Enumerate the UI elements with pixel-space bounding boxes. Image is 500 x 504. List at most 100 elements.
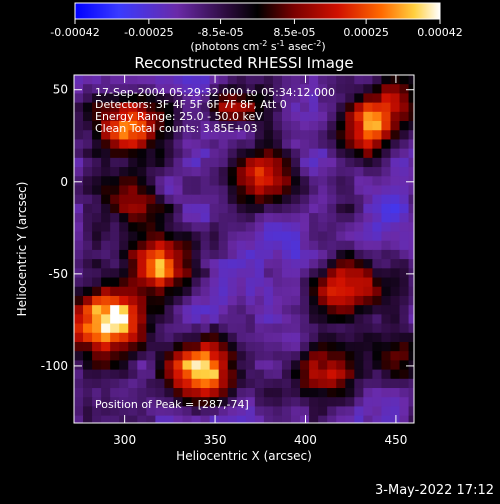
heatmap-cell <box>399 111 410 122</box>
heatmap-cell <box>245 185 256 196</box>
heatmap-cell <box>209 194 220 205</box>
heatmap-cell <box>254 351 265 361</box>
heatmap-cell <box>254 369 265 380</box>
heatmap-cell <box>191 231 202 242</box>
heatmap-cell <box>381 203 392 214</box>
heatmap-cell <box>300 351 310 361</box>
heatmap-cell <box>128 111 138 122</box>
heatmap-cell <box>236 130 247 141</box>
heatmap-cell <box>399 213 410 223</box>
heatmap-cell <box>74 167 84 177</box>
heatmap-cell <box>101 268 111 279</box>
heatmap-cell <box>182 295 193 306</box>
heatmap-cell <box>318 323 328 334</box>
heatmap-cell <box>110 332 120 343</box>
heatmap-cell <box>146 176 156 187</box>
heatmap-cell <box>336 341 346 352</box>
heatmap-cell <box>200 388 211 398</box>
heatmap-cell <box>399 259 410 269</box>
heatmap-cell <box>236 139 247 150</box>
heatmap-cell <box>381 102 392 113</box>
heatmap-cell <box>291 277 301 288</box>
heatmap-cell <box>182 314 193 325</box>
heatmap-cell <box>281 240 292 251</box>
heatmap-cell <box>254 203 265 214</box>
heatmap-cell <box>381 360 392 371</box>
heatmap-cell <box>327 351 337 361</box>
heatmap-cell <box>281 249 292 260</box>
heatmap-cell <box>336 185 346 196</box>
heatmap-cell <box>245 286 256 297</box>
heatmap-cell <box>408 378 414 389</box>
heatmap-cell <box>254 213 265 223</box>
heatmap-cell <box>173 277 184 288</box>
heatmap-cell <box>74 203 84 214</box>
heatmap-cell <box>300 397 310 408</box>
heatmap-cell <box>137 332 147 343</box>
heatmap-cell <box>173 397 184 408</box>
heatmap-cell <box>418 121 428 131</box>
heatmap-cell <box>354 277 364 288</box>
heatmap-cell <box>110 167 120 177</box>
heatmap-cell <box>119 360 129 371</box>
heatmap-cell <box>227 139 238 150</box>
heatmap-cell <box>83 111 93 122</box>
heatmap-cell <box>345 157 355 168</box>
heatmap-cell <box>354 268 364 279</box>
heatmap-cell <box>227 111 238 122</box>
heatmap-cell <box>408 93 414 104</box>
heatmap-cell <box>354 121 364 131</box>
heatmap-cell <box>83 286 93 297</box>
heatmap-cell <box>336 75 346 85</box>
heatmap-cell <box>291 378 301 389</box>
heatmap-cell <box>146 148 156 159</box>
heatmap-cell <box>409 425 419 435</box>
heatmap-cell <box>408 130 414 141</box>
heatmap-cell <box>309 323 319 334</box>
heatmap-cell <box>245 305 256 315</box>
heatmap-cell <box>300 259 310 269</box>
heatmap-cell <box>418 185 428 195</box>
heatmap-cell <box>327 369 337 380</box>
heatmap-cell <box>309 130 319 141</box>
heatmap-cell <box>281 157 292 168</box>
heatmap-cell <box>74 222 84 233</box>
heatmap-cell <box>418 268 428 278</box>
colorbar-tick-label: 8.5e-05 <box>273 26 315 39</box>
heatmap-cell <box>92 75 102 85</box>
heatmap-cell <box>146 167 156 177</box>
heatmap-cell <box>336 286 346 297</box>
heatmap-cell <box>101 425 111 435</box>
heatmap-cell <box>155 121 166 131</box>
heatmap-cell <box>327 139 337 150</box>
heatmap-cell <box>137 222 147 233</box>
heatmap-cell <box>83 314 93 325</box>
heatmap-cell <box>101 249 111 260</box>
heatmap-cell <box>74 249 84 260</box>
heatmap-cell <box>390 111 401 122</box>
heatmap-cell <box>309 203 319 214</box>
heatmap-cell <box>236 323 247 334</box>
heatmap-cell <box>390 148 401 159</box>
heatmap-cell <box>390 332 401 343</box>
heatmap-cell <box>200 323 211 334</box>
heatmap-cell <box>399 277 410 288</box>
heatmap-cell <box>119 148 129 159</box>
heatmap-cell <box>173 378 184 389</box>
heatmap-cell <box>200 157 211 168</box>
heatmap-cell <box>110 222 120 233</box>
heatmap-cell <box>372 286 383 297</box>
heatmap-cell <box>372 360 383 371</box>
heatmap-cell <box>418 222 428 232</box>
heatmap-cell <box>363 231 374 242</box>
heatmap-cell <box>291 185 301 196</box>
heatmap-cell <box>408 406 414 417</box>
heatmap-cell <box>200 84 211 95</box>
heatmap-cell <box>354 194 364 205</box>
heatmap-cell <box>336 157 346 168</box>
heatmap-cell <box>309 369 319 380</box>
heatmap-cell <box>191 240 202 251</box>
heatmap-cell <box>327 378 337 389</box>
heatmap-cell <box>101 415 111 423</box>
heatmap-cell <box>390 249 401 260</box>
